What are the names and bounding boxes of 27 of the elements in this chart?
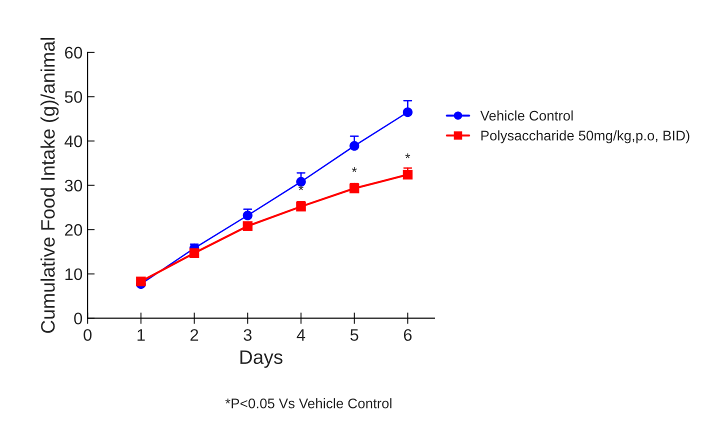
annotation: * (352, 167, 357, 172)
point (136, 276, 146, 286)
y-tick-label: 10 (65, 268, 82, 280)
x-tick-label: 3 (244, 329, 252, 341)
y-tick-label: 30 (64, 180, 82, 192)
y-tick-label: 40 (64, 135, 82, 148)
annotation: * (405, 153, 410, 158)
y-tick-label: 60 (65, 46, 82, 59)
point (296, 202, 306, 212)
annotation: * (298, 185, 304, 190)
point (189, 248, 200, 258)
x-tick-label: 4 (296, 329, 306, 341)
x-tick-label: 1 (138, 329, 145, 341)
point (296, 176, 306, 187)
legend-label: Vehicle Control (480, 110, 573, 121)
y-tick-label: 0 (74, 312, 82, 324)
x-tick-label: 5 (350, 329, 358, 341)
x-axis-title: Days (240, 350, 282, 368)
legend-label: Polysaccharide 50mg/kg,p.o, BID) (481, 130, 690, 144)
text: *P<0.05 Vs Vehicle Control (225, 398, 392, 408)
y-axis-title: Cumulative Food Intake (g)/animal (40, 38, 59, 333)
y-tick-label: 20 (65, 224, 82, 236)
point (242, 221, 253, 231)
x-tick-label: 6 (404, 329, 412, 341)
x-tick-label: 2 (190, 329, 198, 341)
y-tick-label: 50 (64, 91, 82, 103)
x-tick-label: 0 (84, 329, 92, 341)
